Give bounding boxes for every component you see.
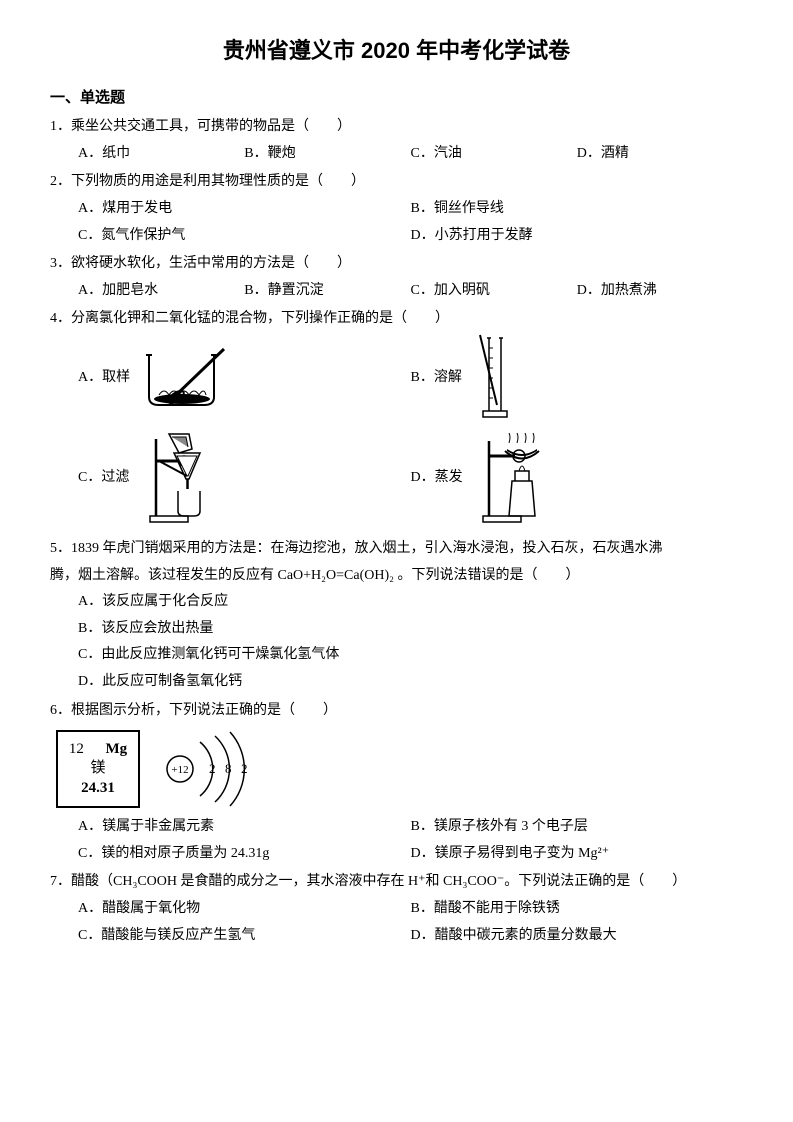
svg-text:8: 8 bbox=[225, 761, 232, 776]
question-3: 3．欲将硬水软化，生活中常用的方法是（ ） A．加肥皂水 B．静置沉淀 C．加入… bbox=[50, 251, 743, 304]
q1-opt-a: A．纸巾 bbox=[78, 141, 244, 168]
graduated-cylinder-icon bbox=[477, 333, 517, 423]
q7-opt-b: B．醋酸不能用于除铁锈 bbox=[411, 896, 744, 923]
q2-opt-c: C．氮气作保护气 bbox=[78, 223, 411, 250]
q6-opt-c: C．镁的相对原子质量为 24.31g bbox=[78, 841, 411, 868]
question-5: 5．1839 年虎门销烟采用的方法是：在海边挖池，放入烟土，引入海水浸泡，投入石… bbox=[50, 536, 743, 696]
q5-opt-a: A．该反应属于化合反应 bbox=[78, 589, 743, 616]
q5-stem2a: 腾，烟土溶解。该过程发生的反应有 bbox=[50, 568, 278, 583]
nucleus-charge: +12 bbox=[171, 764, 188, 776]
q1-opt-b: B．鞭炮 bbox=[244, 141, 410, 168]
question-1: 1．乘坐公共交通工具，可携带的物品是（ ） A．纸巾 B．鞭炮 C．汽油 D．酒… bbox=[50, 114, 743, 167]
question-7: 7．醋酸（CH₃COOH 是食醋的成分之一，其水溶液中存在 H⁺和 CH₃COO… bbox=[50, 869, 743, 949]
q4-b-label: B．溶解 bbox=[411, 365, 467, 392]
q2-opt-a: A．煤用于发电 bbox=[78, 196, 411, 223]
evaporation-apparatus-icon bbox=[477, 431, 557, 526]
q6-opt-a: A．镁属于非金属元素 bbox=[78, 814, 411, 841]
svg-text:2: 2 bbox=[241, 761, 248, 776]
element-info-box: 12 Mg 镁 24.31 bbox=[56, 730, 140, 808]
q5-stem2b: 。下列说法错误的是（ ） bbox=[394, 568, 580, 583]
q3-opt-d: D．加热煮沸 bbox=[577, 278, 743, 305]
q7-opt-d: D．醋酸中碳元素的质量分数最大 bbox=[411, 923, 744, 950]
page-title: 贵州省遵义市 2020 年中考化学试卷 bbox=[50, 30, 743, 72]
atomic-number: 12 bbox=[69, 740, 84, 760]
q5-opt-d: D．此反应可制备氢氧化钙 bbox=[78, 669, 743, 696]
question-4: 4．分离氯化钾和二氧化锰的混合物，下列操作正确的是（ ） A．取样 B．溶解 bbox=[50, 306, 743, 534]
q4-c-label: C．过滤 bbox=[78, 465, 134, 492]
q6-opt-b: B．镁原子核外有 3 个电子层 bbox=[411, 814, 744, 841]
atomic-mass: 24.31 bbox=[81, 779, 115, 799]
q4-d-label: D．蒸发 bbox=[411, 465, 467, 492]
q5-opt-c: C．由此反应推测氧化钙可干燥氯化氢气体 bbox=[78, 642, 743, 669]
q4-stem: 4．分离氯化钾和二氧化锰的混合物，下列操作正确的是（ ） bbox=[50, 306, 743, 333]
q4-opt-b: B．溶解 bbox=[411, 333, 744, 423]
q5-opt-b: B．该反应会放出热量 bbox=[78, 616, 743, 643]
svg-text:2: 2 bbox=[209, 761, 216, 776]
section-header: 一、单选题 bbox=[50, 84, 743, 113]
q1-opt-d: D．酒精 bbox=[577, 141, 743, 168]
q7-stem: 7．醋酸（CH₃COOH 是食醋的成分之一，其水溶液中存在 H⁺和 CH₃COO… bbox=[50, 869, 743, 896]
q4-opt-a: A．取样 bbox=[78, 333, 411, 423]
q6-opt-d: D．镁原子易得到电子变为 Mg²⁺ bbox=[411, 841, 744, 868]
beaker-sampling-icon bbox=[144, 347, 229, 409]
q7-opt-c: C．醋酸能与镁反应产生氢气 bbox=[78, 923, 411, 950]
element-name: 镁 bbox=[90, 759, 105, 779]
q3-opt-b: B．静置沉淀 bbox=[244, 278, 410, 305]
q2-opt-d: D．小苏打用于发酵 bbox=[411, 223, 744, 250]
q5-stem-line2: 腾，烟土溶解。该过程发生的反应有 CaO+H₂O=Ca(OH)₂ 。下列说法错误… bbox=[50, 563, 743, 590]
q4-opt-c: C．过滤 bbox=[78, 431, 411, 526]
q6-stem: 6．根据图示分析，下列说法正确的是（ ） bbox=[50, 698, 743, 725]
filtration-apparatus-icon bbox=[144, 431, 234, 526]
q4-a-label: A．取样 bbox=[78, 365, 134, 392]
q3-stem: 3．欲将硬水软化，生活中常用的方法是（ ） bbox=[50, 251, 743, 278]
q5-equation: CaO+H₂O=Ca(OH)₂ bbox=[278, 568, 395, 583]
element-symbol: Mg bbox=[105, 740, 127, 760]
q7-opt-a: A．醋酸属于氧化物 bbox=[78, 896, 411, 923]
q1-stem: 1．乘坐公共交通工具，可携带的物品是（ ） bbox=[50, 114, 743, 141]
q2-stem: 2．下列物质的用途是利用其物理性质的是（ ） bbox=[50, 169, 743, 196]
question-2: 2．下列物质的用途是利用其物理性质的是（ ） A．煤用于发电 B．铜丝作导线 C… bbox=[50, 169, 743, 249]
q3-opt-c: C．加入明矾 bbox=[411, 278, 577, 305]
question-6: 6．根据图示分析，下列说法正确的是（ ） 12 Mg 镁 24.31 +12 2 … bbox=[50, 698, 743, 868]
q1-opt-c: C．汽油 bbox=[411, 141, 577, 168]
atom-structure-diagram: +12 2 8 2 bbox=[160, 730, 280, 808]
q2-opt-b: B．铜丝作导线 bbox=[411, 196, 744, 223]
q3-opt-a: A．加肥皂水 bbox=[78, 278, 244, 305]
q5-stem-line1: 5．1839 年虎门销烟采用的方法是：在海边挖池，放入烟土，引入海水浸泡，投入石… bbox=[50, 536, 743, 563]
q4-opt-d: D．蒸发 bbox=[411, 431, 744, 526]
